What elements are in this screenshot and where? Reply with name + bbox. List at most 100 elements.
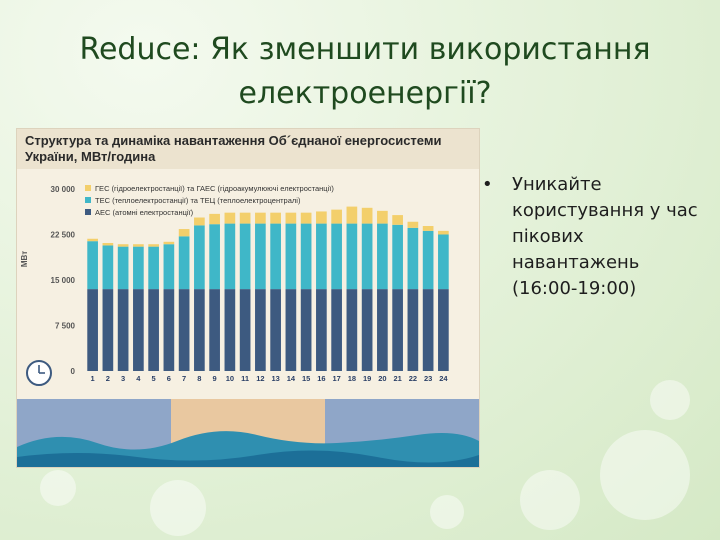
x-tick-label: 3 xyxy=(121,374,125,383)
x-tick-label: 13 xyxy=(271,374,279,383)
x-tick-label: 15 xyxy=(302,374,310,383)
bar-segment xyxy=(285,212,297,224)
decor-bubble xyxy=(600,430,690,520)
bar-segment xyxy=(285,289,297,371)
bar-segment xyxy=(163,241,175,245)
x-tick-label: 24 xyxy=(439,374,448,383)
chart-title-line2: України, МВт/година xyxy=(25,149,156,164)
y-tick-label: 15 000 xyxy=(51,276,76,285)
y-tick-label: 22 500 xyxy=(51,231,76,240)
bar-segment xyxy=(300,212,312,224)
bar-segment xyxy=(346,206,358,224)
x-tick-label: 6 xyxy=(167,374,171,383)
bar-segment xyxy=(194,217,205,226)
bar-segment xyxy=(148,244,159,247)
bar-segment xyxy=(178,236,190,290)
x-tick-label: 4 xyxy=(136,374,141,383)
decor-bubble xyxy=(150,480,206,536)
bar-segment xyxy=(392,215,403,225)
decor-bubble xyxy=(520,470,580,530)
chart-panel: Структура та динаміка навантаження Об´єд… xyxy=(16,128,480,468)
x-tick-label: 21 xyxy=(393,374,401,383)
bar-segment xyxy=(392,289,403,371)
bar-segment xyxy=(346,223,358,290)
x-tick-label: 17 xyxy=(332,374,340,383)
bar-segment xyxy=(285,223,297,290)
bar-segment xyxy=(300,289,312,371)
bar-segment xyxy=(87,289,98,371)
bar-segment xyxy=(438,230,449,235)
legend-swatch xyxy=(85,209,91,215)
slide-title: Reduce: Як зменшити використання електро… xyxy=(40,28,690,116)
bullet-item: • Уникайте користування у час пікових на… xyxy=(482,172,704,302)
bar-segment xyxy=(224,212,236,224)
x-tick-label: 11 xyxy=(241,374,249,383)
bar-segment xyxy=(422,289,434,371)
landscape-water xyxy=(17,450,479,467)
bar-segment xyxy=(270,212,281,224)
bar-segment xyxy=(209,289,220,371)
landscape-strip xyxy=(17,399,479,467)
x-tick-label: 14 xyxy=(287,374,296,383)
legend-label: ГЕС (гідроелектростанції) та ГАЕС (гідро… xyxy=(95,184,334,193)
bar-segment xyxy=(117,246,129,290)
x-tick-label: 16 xyxy=(317,374,325,383)
bar-segment xyxy=(361,223,373,290)
slide-title-line2: електроенергії? xyxy=(238,76,492,111)
bar-segment xyxy=(331,223,342,290)
bar-segment xyxy=(407,289,419,371)
bar-segment xyxy=(407,221,419,228)
bar-segment xyxy=(163,244,175,290)
bar-segment xyxy=(102,245,114,290)
bar-segment xyxy=(331,289,342,371)
bar-segment xyxy=(87,238,98,242)
x-tick-label: 8 xyxy=(197,374,201,383)
x-tick-label: 22 xyxy=(409,374,417,383)
legend-label: АЕС (атомні електростанції) xyxy=(95,208,194,217)
bar-segment xyxy=(377,210,388,224)
bar-segment xyxy=(316,289,327,371)
bar-segment xyxy=(331,209,342,224)
x-tick-label: 5 xyxy=(152,374,156,383)
decor-bubble xyxy=(430,495,464,529)
x-tick-label: 10 xyxy=(226,374,234,383)
bar-segment xyxy=(194,289,205,371)
legend-label: ТЕС (теплоелектростанції) та ТЕЦ (теплое… xyxy=(95,196,301,205)
bar-segment xyxy=(133,289,144,371)
bar-segment xyxy=(377,223,388,290)
bar-segment xyxy=(194,225,205,290)
bar-segment xyxy=(239,223,251,290)
bar-segment xyxy=(102,242,114,246)
bar-segment xyxy=(87,241,98,290)
x-tick-label: 9 xyxy=(213,374,217,383)
y-axis-label: МВт xyxy=(20,251,29,267)
bar-segment xyxy=(377,289,388,371)
bar-segment xyxy=(438,289,449,371)
bar-segment xyxy=(392,224,403,290)
x-tick-label: 1 xyxy=(91,374,95,383)
x-tick-label: 20 xyxy=(378,374,386,383)
bar-segment xyxy=(224,289,236,371)
bar-segment xyxy=(239,289,251,371)
slide-title-line1: Reduce: Як зменшити використання xyxy=(79,32,651,67)
bar-segment xyxy=(270,289,281,371)
decor-bubble xyxy=(650,380,690,420)
bar-segment xyxy=(178,229,190,237)
bar-segment xyxy=(361,207,373,224)
x-tick-label: 7 xyxy=(182,374,186,383)
bar-segment xyxy=(316,211,327,224)
bar-segment xyxy=(224,223,236,290)
bar-segment xyxy=(178,289,190,371)
bar-segment xyxy=(209,224,220,290)
bar-segment xyxy=(346,289,358,371)
bar-segment xyxy=(422,230,434,290)
bar-segment xyxy=(239,212,251,224)
bar-segment xyxy=(117,289,129,371)
bar-segment xyxy=(300,223,312,290)
legend-swatch xyxy=(85,197,91,203)
bar-segment xyxy=(133,244,144,247)
bar-segment xyxy=(270,223,281,290)
legend-swatch xyxy=(85,185,91,191)
x-tick-label: 2 xyxy=(106,374,110,383)
